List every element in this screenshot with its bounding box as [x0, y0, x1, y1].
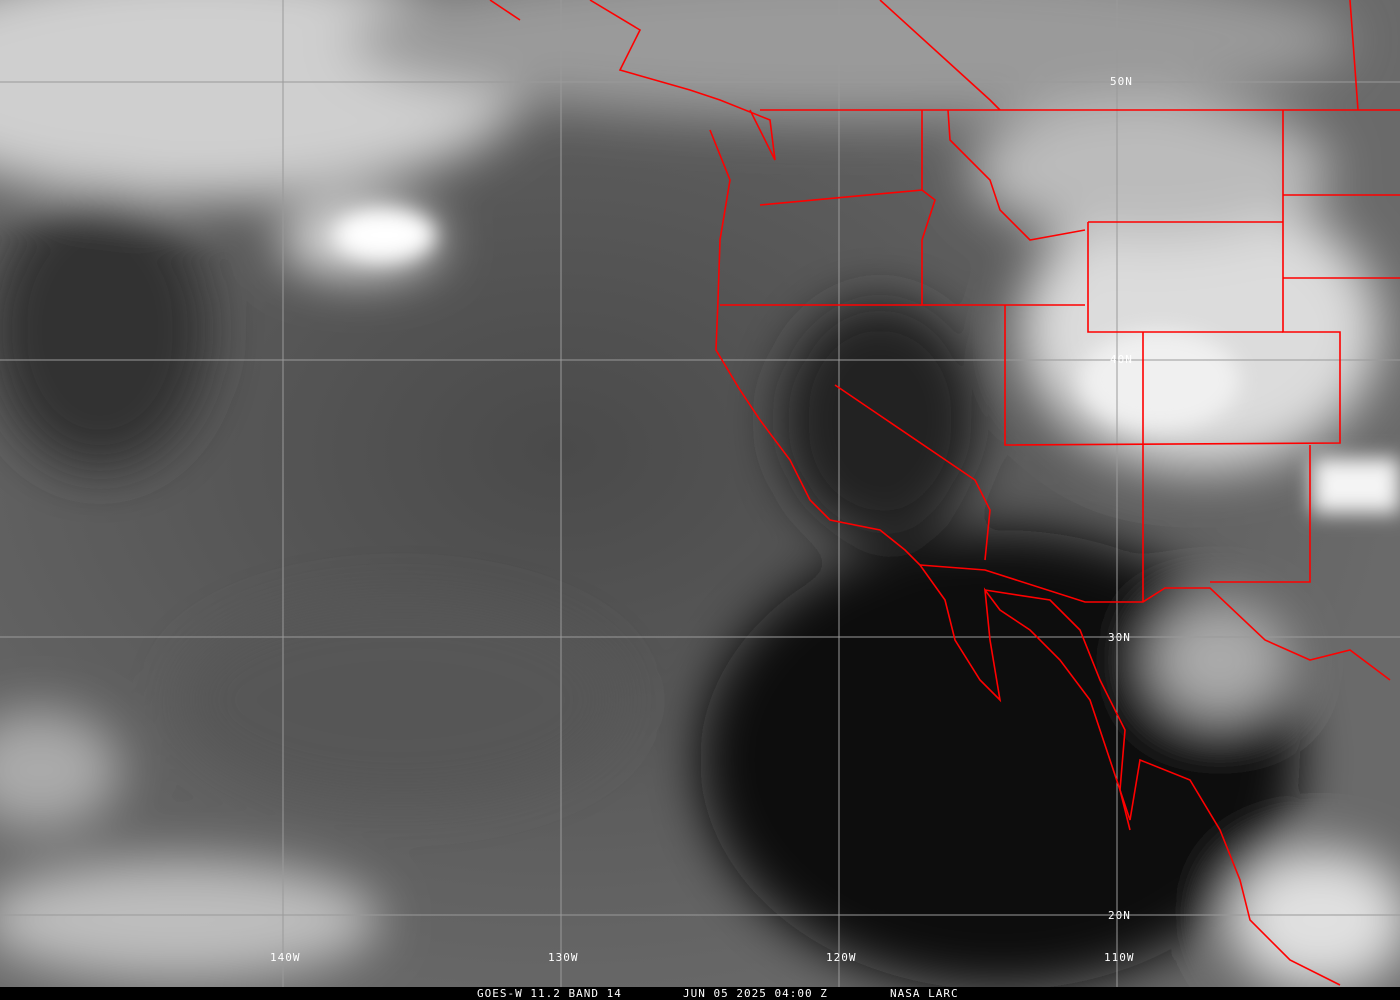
lon-label-130w: 130W — [548, 951, 579, 964]
lon-label-140w: 140W — [270, 951, 301, 964]
source-label: NASA LARC — [890, 987, 959, 1000]
lon-label-110w: 110W — [1104, 951, 1135, 964]
timestamp-label: JUN 05 2025 04:00 Z — [683, 987, 828, 1000]
political-borders — [489, 0, 1400, 986]
image-caption-bar: GOES-W 11.2 BAND 14 JUN 05 2025 04:00 Z … — [0, 987, 1400, 1000]
lon-label-120w: 120W — [826, 951, 857, 964]
lat-label-20n: 20N — [1108, 909, 1131, 922]
lat-label-50n: 50N — [1110, 75, 1133, 88]
lat-label-40n: 40N — [1110, 353, 1133, 366]
lat-label-30n: 30N — [1108, 631, 1131, 644]
satellite-band-label: GOES-W 11.2 BAND 14 — [477, 987, 622, 1000]
